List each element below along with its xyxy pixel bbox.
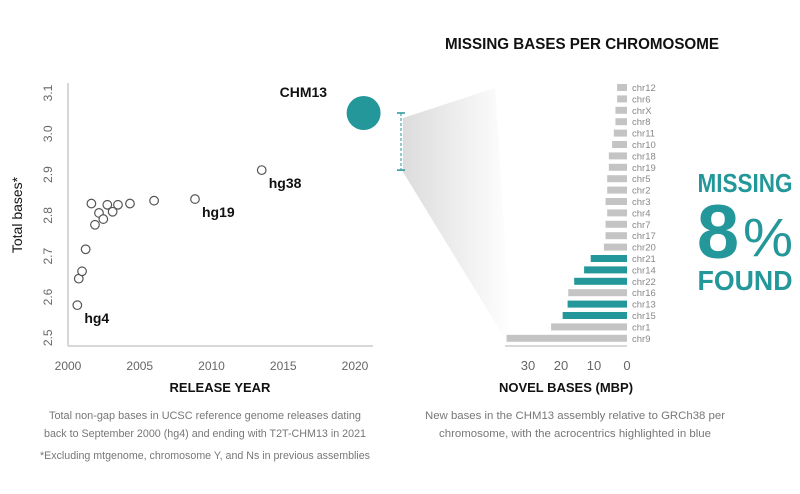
- data-point: [149, 195, 160, 206]
- bar-label-chr10: chr10: [632, 140, 656, 151]
- point-label-hg4: hg4: [84, 310, 109, 326]
- bar-chr14: [584, 266, 627, 274]
- left-caption-line2: back to September 2000 (hg4) and ending …: [44, 428, 366, 440]
- bar-chr17: [605, 232, 627, 240]
- y-tick-label: 2.9: [41, 166, 55, 183]
- bar-chr16: [568, 289, 627, 297]
- bar-label-chr19: chr19: [632, 163, 656, 174]
- x-tick-label: 2005: [126, 359, 153, 373]
- bar-label-chr20: chr20: [632, 243, 656, 254]
- bar-label-chr18: chr18: [632, 151, 656, 162]
- bar-chr12: [617, 84, 627, 91]
- bar-label-chr2: chr2: [632, 186, 650, 197]
- bar-label-chr13: chr13: [632, 300, 656, 311]
- data-point: [80, 244, 91, 255]
- bar-label-chr5: chr5: [632, 174, 650, 185]
- bar-label-chr15: chr15: [632, 311, 656, 322]
- chm13-point: [346, 95, 381, 130]
- bar-chr11: [613, 129, 627, 137]
- x-tick-label: 2000: [55, 359, 82, 373]
- bar-chr5: [607, 175, 627, 183]
- y-tick-label: 3.0: [41, 125, 55, 142]
- data-point: [102, 199, 113, 210]
- bar-x-tick-label: 0: [623, 358, 630, 373]
- point-label-hg19: hg19: [202, 204, 235, 220]
- data-point: [190, 194, 200, 204]
- callout-missing: MISSING: [698, 168, 793, 198]
- y-tick-label: 2.6: [41, 288, 55, 305]
- bar-label-chr21: chr21: [632, 254, 656, 265]
- bar-chr4: [607, 209, 627, 217]
- bar-chr13: [567, 300, 627, 308]
- bar-chr10: [612, 141, 627, 148]
- x-axis-title: RELEASE YEAR: [170, 380, 272, 395]
- bar-label-chr1: chr1: [632, 322, 650, 333]
- bar-chr20: [603, 243, 627, 251]
- point-label-CHM13: CHM13: [280, 84, 328, 100]
- bar-label-chr12: chr12: [632, 83, 656, 94]
- bar-label-chr4: chr4: [632, 208, 650, 219]
- bar-label-chr22: chr22: [632, 277, 656, 288]
- bar-label-chr14: chr14: [632, 265, 656, 276]
- data-point: [256, 165, 267, 176]
- bar-chr19: [608, 163, 627, 171]
- bar-label-chr11: chr11: [632, 129, 655, 140]
- data-point: [72, 300, 83, 311]
- left-footnote: *Excluding mtgenome, chromosome Y, and N…: [40, 450, 370, 462]
- bar-label-chr17: chr17: [632, 231, 656, 242]
- bar-label-chr8: chr8: [632, 117, 650, 128]
- left-caption-line1: Total non-gap bases in UCSC reference ge…: [49, 410, 361, 422]
- bar-chr22: [574, 277, 627, 285]
- bar-chr8: [615, 118, 627, 126]
- bar-chr21: [590, 255, 627, 262]
- bar-x-tick-label: 30: [521, 358, 535, 373]
- y-tick-label: 2.7: [41, 248, 55, 265]
- bar-chr18: [608, 152, 627, 160]
- callout-found: FOUND: [698, 265, 793, 296]
- y-tick-label: 2.5: [41, 329, 55, 346]
- bar-label-chr16: chr16: [632, 288, 656, 299]
- bar-chr1: [551, 323, 627, 331]
- right-caption-line2: chromosome, with the acrocentrics highli…: [439, 428, 711, 440]
- callout-percent: %: [743, 208, 793, 268]
- data-point: [107, 206, 118, 217]
- bar-chrX: [615, 106, 627, 114]
- bar-chr2: [607, 186, 627, 194]
- difference-bracket: [397, 112, 405, 171]
- x-tick-label: 2020: [342, 359, 369, 373]
- bar-chr9: [506, 334, 627, 342]
- right-caption-line1: New bases in the CHM13 assembly relative…: [425, 410, 725, 422]
- data-point: [90, 219, 100, 230]
- x-tick-label: 2015: [270, 359, 297, 373]
- callout-number: 8: [697, 190, 739, 275]
- bar-label-chrX: chrX: [632, 106, 652, 117]
- point-label-hg38: hg38: [269, 175, 302, 191]
- data-point: [86, 198, 97, 209]
- bar-label-chr9: chr9: [632, 334, 650, 345]
- bar-label-chr7: chr7: [632, 220, 650, 231]
- y-axis-title: Total bases*: [9, 176, 25, 253]
- bar-chr6: [617, 95, 627, 103]
- bar-chr7: [605, 220, 627, 228]
- zoom-wedge: [403, 88, 512, 350]
- data-point: [125, 198, 135, 209]
- y-tick-label: 2.8: [41, 207, 55, 224]
- y-tick-label: 3.1: [41, 84, 55, 101]
- bar-chart-title: MISSING BASES PER CHROMOSOME: [445, 36, 719, 53]
- data-point: [98, 214, 109, 224]
- bar-chr15: [562, 312, 627, 319]
- data-point: [113, 199, 123, 210]
- bar-x-tick-label: 20: [554, 358, 568, 373]
- bar-x-tick-label: 10: [587, 358, 601, 373]
- bar-x-axis-title: NOVEL BASES (MBP): [499, 380, 633, 395]
- bar-label-chr3: chr3: [632, 197, 650, 208]
- x-tick-label: 2010: [198, 359, 225, 373]
- bar-chr3: [605, 198, 627, 205]
- bar-label-chr6: chr6: [632, 94, 650, 105]
- data-point: [77, 266, 87, 277]
